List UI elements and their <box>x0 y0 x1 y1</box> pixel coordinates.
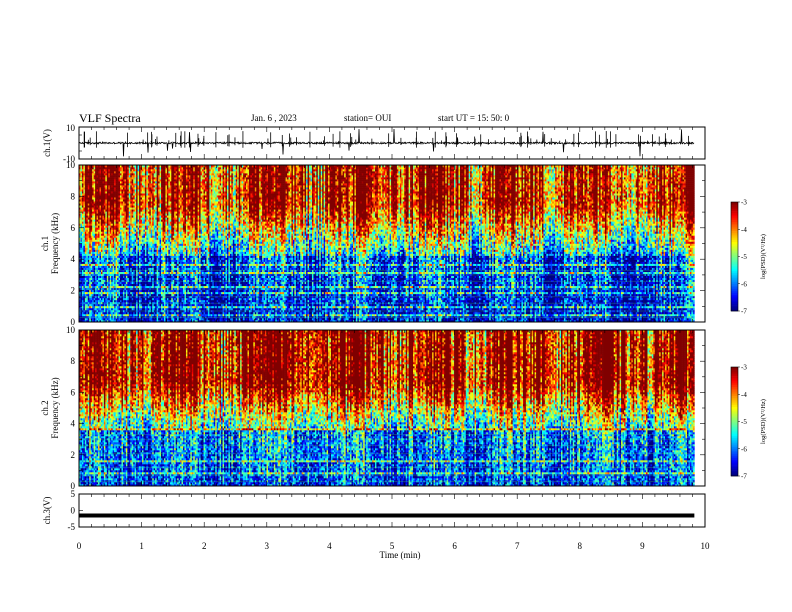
ch1-ylabel: ch.1(V) <box>42 129 52 157</box>
spectrogram-cells <box>79 165 695 322</box>
ch1-waveform-trace <box>80 129 695 156</box>
ch1-ytick-label: 10 <box>66 123 76 133</box>
